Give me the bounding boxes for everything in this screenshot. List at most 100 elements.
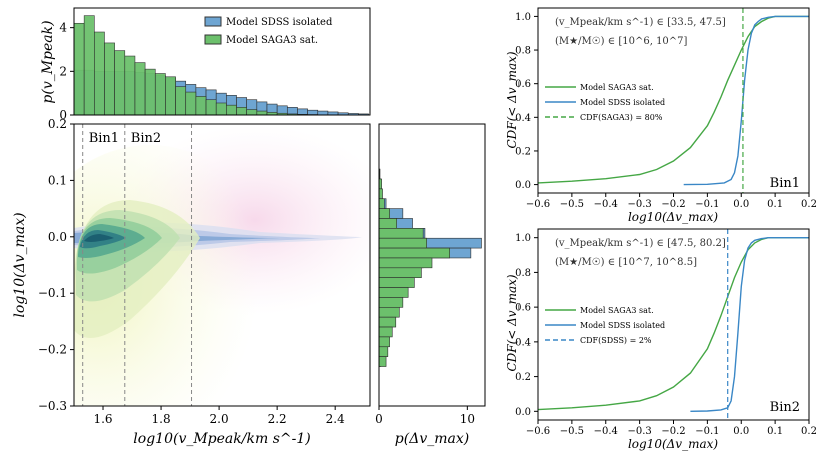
x-tick-label: 0 (375, 412, 383, 426)
cdf-bin2-legend-sdss: Model SDSS isolated (580, 321, 665, 330)
y-tick-label: −0.3 (38, 399, 67, 413)
main-contour-panel: Bin1 Bin2 1.6 1.8 2.0 2.2 2.4 −0.3 −0.2 −0.1 0.0… (12, 117, 371, 447)
y-tick-label: 0.0 (515, 180, 531, 191)
side-hist-bar-saga (379, 198, 385, 209)
x-tick-label: −0.5 (560, 199, 584, 210)
cdf-bin1-x-ticks: −0.6 −0.5 −0.4 −0.3 −0.2 −0.1 0.0 0.1 0.2 (526, 193, 817, 210)
side-hist-bar-saga (379, 218, 397, 229)
cdf-bin2-legend: Model SAGA3 sat. Model SDSS isolated CDF… (545, 306, 665, 345)
side-hist-bar-saga (379, 277, 415, 288)
top-hist-bar-saga (154, 73, 166, 115)
x-tick-label: 2.2 (268, 412, 287, 426)
cdf-bin2-legend-saga: Model SAGA3 sat. (580, 306, 654, 315)
top-hist-bar-saga (175, 86, 187, 115)
side-hist-bar-saga (379, 336, 390, 348)
cdf-bin1-annotation-mstar: (M★/M☉) ∈ [10^6, 10^7] (555, 36, 688, 47)
top-hist-bar-saga (83, 15, 95, 115)
cdf-bin1-bin-label: Bin1 (770, 176, 800, 191)
legend-label-saga: Model SAGA3 sat. (226, 35, 318, 46)
legend-swatch-saga (204, 34, 222, 45)
main-y-ticks: −0.3 −0.2 −0.1 0.0 0.1 0.2 (38, 117, 74, 413)
side-hist-bar-saga (379, 237, 428, 249)
side-hist-bar-saga (379, 306, 400, 318)
x-tick-label: −0.2 (661, 426, 685, 437)
side-x-ticks: 0 10 (375, 406, 475, 426)
y-tick-label: 4 (59, 21, 67, 35)
cdf-bin1-lines (538, 8, 809, 193)
x-tick-label: −0.4 (594, 199, 618, 210)
y-tick-label: 0.8 (515, 268, 531, 279)
cdf-bin2-annotation-vpeak: (v_Mpeak/km s^-1) ∈ [47.5, 80.2] (555, 238, 726, 249)
y-tick-label: 0.6 (515, 79, 531, 90)
top-hist-bar-saga (236, 107, 247, 115)
side-hist-bar-saga (379, 267, 422, 278)
top-hist-bar-saga (94, 31, 105, 115)
y-tick-label: 1.0 (515, 12, 531, 23)
top-hist-bar-saga (185, 91, 197, 115)
cdf-bin2-y-label: CDF(< Δv_max) (505, 274, 519, 371)
side-histogram-panel: 0 10 p(Δv_max) (375, 123, 486, 447)
top-hist-bar-sdss (317, 110, 329, 115)
top-hist-bar-saga (215, 102, 227, 115)
side-hist-bar-saga (379, 356, 387, 367)
x-tick-label: 2.0 (210, 412, 229, 426)
top-hist-bar-saga (134, 62, 146, 115)
cdf-bin2-y-ticks: 0.0 0.2 0.4 0.6 0.8 1.0 (515, 233, 538, 418)
y-tick-label: 1.0 (515, 233, 531, 244)
y-tick-label: −0.2 (38, 343, 67, 357)
contour-fills (74, 125, 370, 406)
top-histogram-y-label: p(v_Mpeak) (40, 20, 56, 103)
top-hist-bar-sdss (358, 113, 369, 115)
y-tick-label: 0.4 (515, 337, 531, 348)
legend-label-sdss: Model SDSS isolated (226, 17, 333, 28)
top-hist-bar-saga (124, 55, 136, 115)
x-tick-label: −0.6 (526, 199, 550, 210)
cdf-bin1-x-label: log10(Δv_max) (628, 210, 718, 224)
cdf-bin1-legend-sdss: Model SDSS isolated (580, 98, 665, 107)
legend-swatch-sdss (204, 16, 222, 27)
side-hist-bar-saga (379, 326, 393, 338)
top-hist-bar-saga (226, 104, 237, 115)
side-hist-bar-saga (379, 188, 383, 200)
y-tick-label: −0.1 (38, 286, 67, 300)
x-tick-label: −0.5 (560, 426, 584, 437)
cdf-bin1-y-label: CDF(< Δv_max) (505, 51, 519, 148)
cdf-bin1-y-ticks: 0.0 0.2 0.4 0.6 0.8 1.0 (515, 12, 538, 191)
y-tick-label: 0.2 (515, 146, 531, 157)
x-tick-label: 2.4 (326, 412, 345, 426)
main-frame (73, 123, 371, 407)
y-tick-label: 0.2 (48, 117, 67, 131)
x-tick-label: 0.1 (767, 199, 783, 210)
x-tick-label: −0.4 (594, 426, 618, 437)
side-hist-bar-saga (379, 346, 389, 357)
cdf-bin1-panel: −0.6 −0.5 −0.4 −0.3 −0.2 −0.1 0.0 0.1 0.2 0.0 0.2… (505, 7, 817, 224)
cdf-bin1-line-sdss (683, 15, 809, 186)
top-hist-bar-saga (205, 99, 217, 115)
cdf-bin1-legend: Model SAGA3 sat. Model SDSS isolated CDF… (545, 83, 665, 122)
cdf-bin1-legend-saga: Model SAGA3 sat. (580, 83, 654, 92)
x-tick-label: −0.3 (627, 426, 651, 437)
side-frame (378, 123, 486, 407)
top-hist-bar-saga (165, 76, 176, 115)
x-tick-label: 0.0 (733, 199, 749, 210)
x-tick-label: 0.1 (767, 426, 783, 437)
cdf-bin1-annotation-vpeak: (v_Mpeak/km s^-1) ∈ [33.5, 47.5] (555, 17, 726, 28)
x-tick-label: −0.1 (695, 426, 719, 437)
x-tick-label: 0.2 (801, 426, 817, 437)
y-tick-label: 0.8 (515, 46, 531, 57)
cdf-bin2-annotation-mstar: (M★/M☉) ∈ [10^7, 10^8.5] (555, 257, 697, 268)
x-tick-label: 0.0 (733, 426, 749, 437)
top-histogram-frame (73, 7, 371, 116)
cdf-bin2-line-sdss (690, 237, 809, 412)
cdf-bin1-line-saga (538, 15, 809, 184)
side-hist-bar-saga (379, 208, 390, 219)
bin-label: Bin1 (89, 131, 119, 146)
top-hist-bar-saga (246, 109, 258, 115)
y-tick-label: 0 (59, 108, 67, 122)
x-tick-label: −0.2 (661, 199, 685, 210)
side-hist-bar-saga (379, 287, 409, 298)
top-hist-bar-saga (256, 110, 268, 115)
cdf-bin2-panel: −0.6 −0.5 −0.4 −0.3 −0.2 −0.1 0.0 0.1 0.2 0.0 0.2… (505, 228, 817, 451)
top-histogram-panel: 0 2 4 p(v_Mpeak) Model SDSS isolated Model… (40, 7, 371, 122)
